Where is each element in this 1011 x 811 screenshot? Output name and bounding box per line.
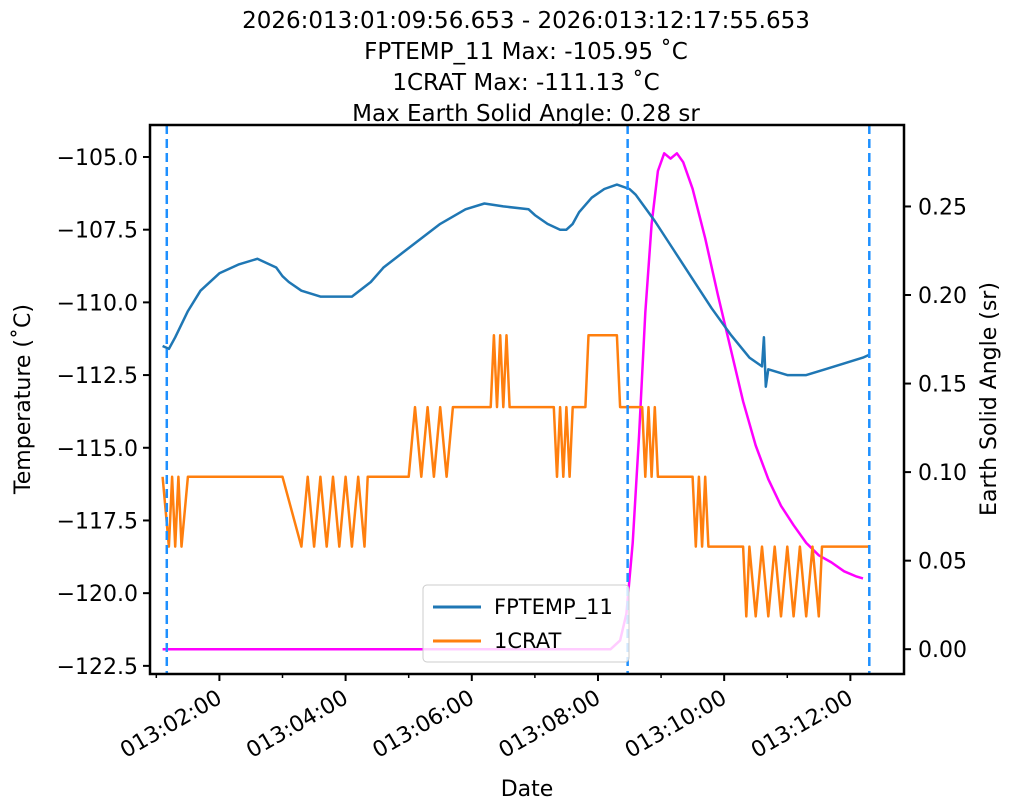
left-axis-tick-label: −115.0: [57, 437, 138, 462]
title-1crat-max: 1CRAT Max: -111.13 ˚C: [392, 70, 660, 96]
y2-axis-label: Earth Solid Angle (sr): [977, 282, 1002, 516]
x-axis-label: Date: [501, 777, 554, 802]
right-axis-tick-label: 0.00: [918, 638, 967, 663]
series-layer: [161, 152, 870, 651]
x-axis-tick-label: 013:04:00: [242, 686, 352, 764]
right-axis-tick-label: 0.15: [918, 373, 967, 398]
chart-title: 2026:013:01:09:56.653 - 2026:013:12:17:5…: [0, 6, 1011, 130]
left-axis-tick-label: −110.0: [57, 291, 138, 316]
x-axis-tick-label: 013:02:00: [116, 686, 226, 764]
x-axis-tick-label: 013:06:00: [369, 686, 479, 764]
title-time-range: 2026:013:01:09:56.653 - 2026:013:12:17:5…: [242, 8, 810, 34]
legend: FPTEMP_11 1CRAT: [422, 584, 630, 663]
series-line-fptemp-11: [162, 183, 870, 388]
left-axis-tick-label: −112.5: [57, 364, 138, 389]
legend-box: [422, 584, 630, 663]
legend-label-fptemp-11: FPTEMP_11: [494, 595, 613, 620]
right-axis-tick-label: 0.10: [918, 461, 967, 486]
title-fptemp-max: FPTEMP_11 Max: -105.95 ˚C: [364, 39, 688, 65]
left-axis-tick-label: −117.5: [57, 509, 138, 534]
series-line-earth-solid-angle: [162, 152, 864, 651]
x-axis-tick-label: 013:10:00: [621, 686, 731, 764]
plot-frame: [148, 123, 906, 676]
left-axis-tick-label: −122.5: [57, 655, 138, 680]
x-axis-tick-label: 013:12:00: [747, 686, 857, 764]
vertical-markers: [165, 125, 871, 674]
title-earth-angle-max: Max Earth Solid Angle: 0.28 sr: [352, 101, 700, 127]
left-axis-ticks: −105.0 −107.5 −110.0 −112.5 −115.0 −117.5 −120…: [57, 146, 150, 680]
left-axis-tick-label: −107.5: [57, 219, 138, 244]
left-axis-tick-label: −120.0: [57, 582, 138, 607]
right-axis-tick-label: 0.25: [918, 195, 967, 220]
x-axis-tick-label: 013:08:00: [495, 686, 605, 764]
legend-label-1crat: 1CRAT: [494, 629, 561, 653]
right-axis-tick-label: 0.05: [918, 550, 967, 575]
y-axis-label: Temperature (˚C): [11, 304, 36, 495]
x-axis-ticks: 013:02:00 013:04:00 013:06:00 013:08:00 013:…: [116, 674, 857, 764]
right-axis-ticks: 0.00 0.05 0.10 0.15 0.20 0.25: [904, 195, 967, 663]
series-line-1crat: [161, 333, 870, 618]
right-axis-tick-label: 0.20: [918, 284, 967, 309]
left-axis-tick-label: −105.0: [57, 146, 138, 171]
